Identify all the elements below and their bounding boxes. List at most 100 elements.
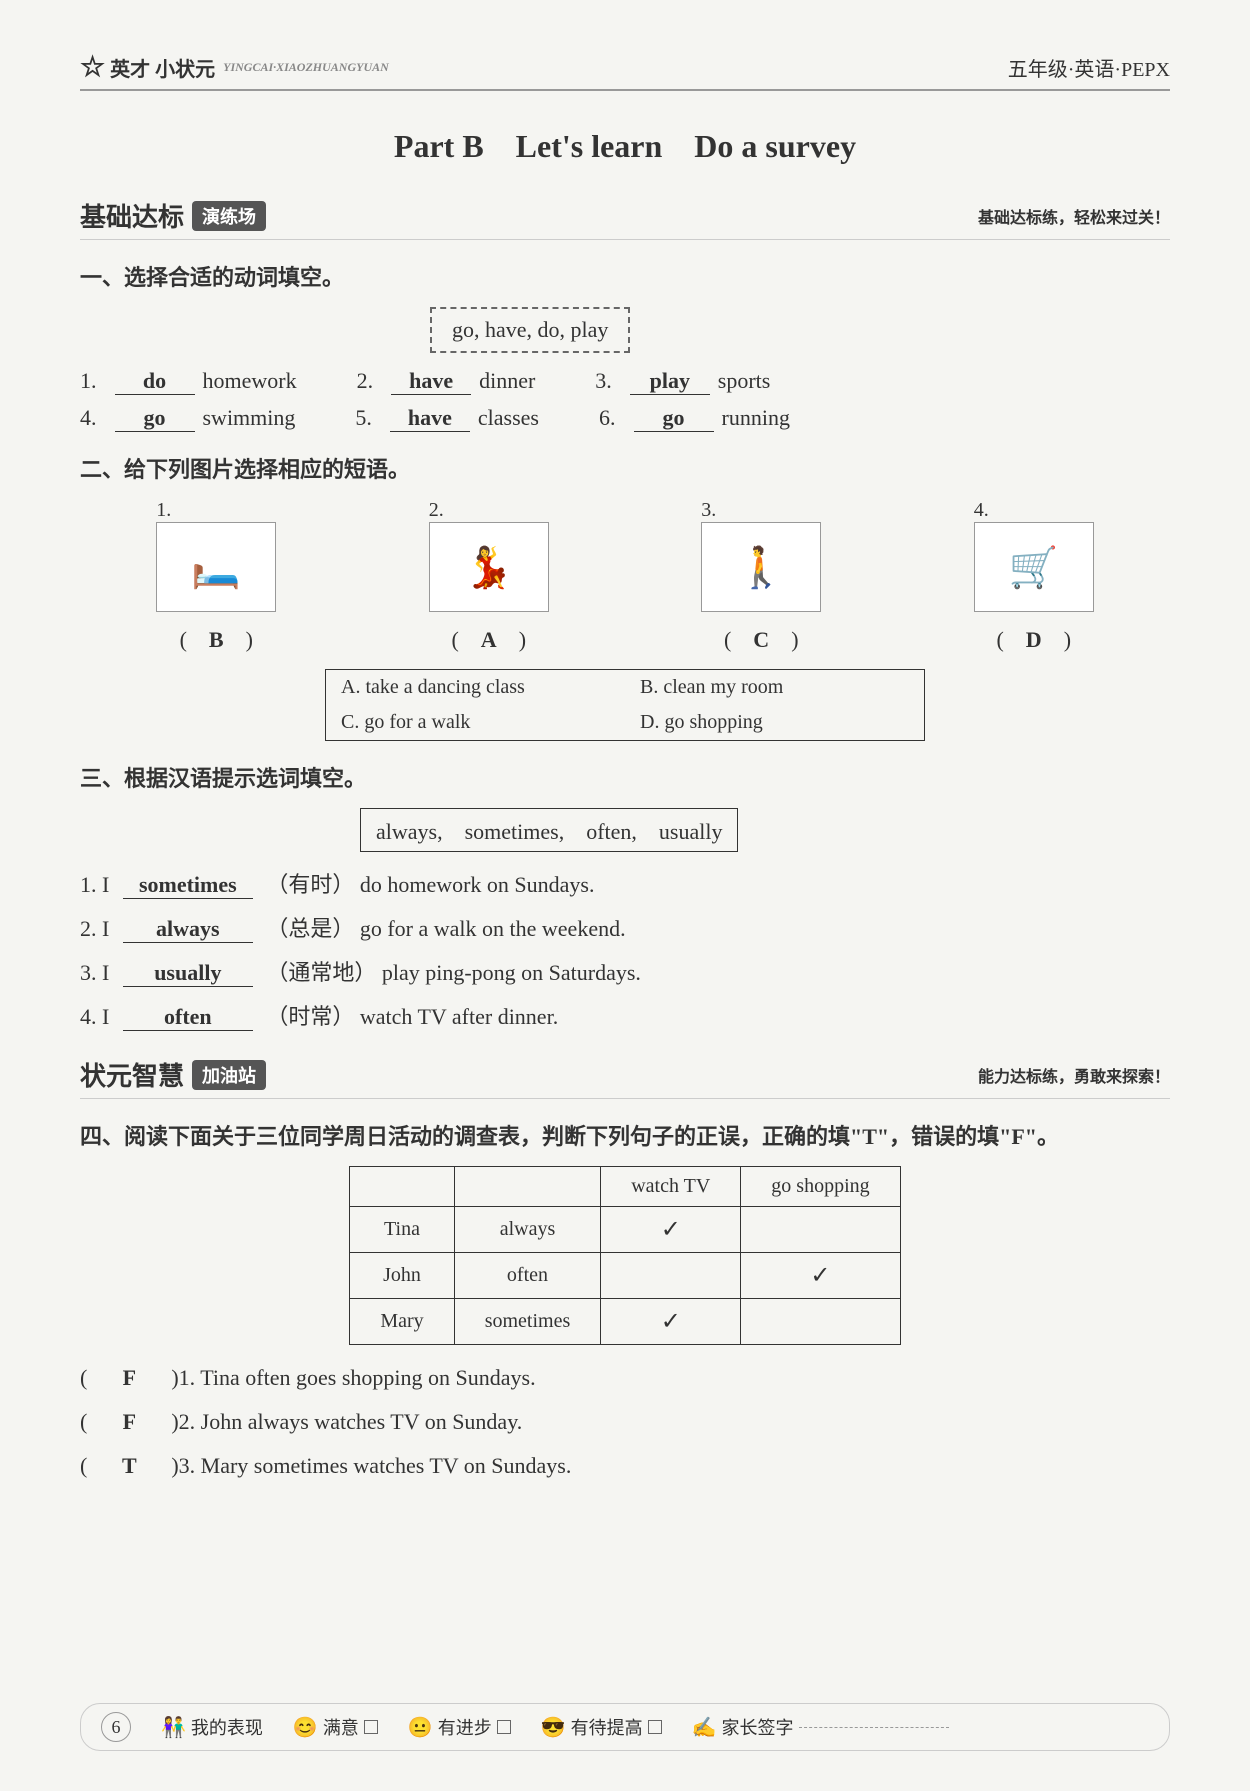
answer: A <box>481 627 497 652</box>
item-word: homework <box>203 368 297 394</box>
exercise3-title: 三、根据汉语提示选词填空。 <box>80 761 1170 793</box>
exercise3-item2: 2. I always （总是） go for a walk on the we… <box>80 911 1170 943</box>
exercise1-row1: 1. do homework 2. have dinner 3. play sp… <box>80 368 1170 395</box>
answer-paren: ( B ) <box>156 622 276 654</box>
section1-subtitle: 基础达标练，轻松来过关！ <box>978 204 1170 228</box>
check-cell: ✓ <box>601 1299 741 1345</box>
header-cell <box>454 1167 601 1207</box>
blank: go <box>115 405 195 432</box>
neutral-icon: 😐 <box>408 1715 433 1740</box>
item-num: 4. <box>80 405 97 431</box>
image-cell-4: 4. 🛒 ( D ) <box>974 499 1094 654</box>
image-cell-2: 2. 💃 ( A ) <box>429 499 549 654</box>
star-icon: ☆ <box>80 50 105 84</box>
tf-answer: T <box>109 1453 149 1479</box>
exercise3-item3: 3. I usually （通常地） play ping-pong on Sat… <box>80 955 1170 987</box>
section2-badge: 加油站 <box>192 1060 266 1090</box>
progress-option: 😐 有进步 <box>408 1714 511 1740</box>
image-placeholder: 🚶 <box>701 522 821 612</box>
image-num: 2. <box>429 499 549 522</box>
blank: often <box>123 1004 253 1031</box>
image-placeholder: 🛒 <box>974 522 1094 612</box>
section2-title-main: 状元智慧 <box>80 1056 184 1093</box>
blank: have <box>391 368 471 395</box>
glasses-icon: 😎 <box>541 1715 566 1740</box>
blank: usually <box>123 960 253 987</box>
checkbox[interactable] <box>648 1720 662 1734</box>
answer-paren: ( C ) <box>701 622 821 654</box>
freq-cell: often <box>454 1253 601 1299</box>
improve-option: 😎 有待提高 <box>541 1714 662 1740</box>
section1-title-main: 基础达标 <box>80 197 184 234</box>
people-icon: 👫 <box>161 1715 186 1740</box>
image-num: 1. <box>156 499 276 522</box>
item-word: sports <box>718 368 771 394</box>
answer: B <box>209 627 224 652</box>
smile-icon: 😊 <box>293 1715 318 1740</box>
brand-pinyin: YINGCAI·XIAOZHUANGYUAN <box>223 60 389 75</box>
exercise1-item2: 2. have dinner <box>357 368 536 395</box>
freq-cell: always <box>454 1207 601 1253</box>
check-cell <box>741 1299 900 1345</box>
blank: have <box>390 405 470 432</box>
exercise1-item5: 5. have classes <box>355 405 539 432</box>
item-num: 1. <box>80 368 97 394</box>
tf-answer: F <box>109 1409 149 1435</box>
image-placeholder: 💃 <box>429 522 549 612</box>
item-num: 6. <box>599 405 616 431</box>
exercise3-wordbank: always, sometimes, often, usually <box>360 808 738 852</box>
exercise3-item1: 1. I sometimes （有时） do homework on Sunda… <box>80 867 1170 899</box>
satisfied-option: 😊 满意 <box>293 1714 378 1740</box>
parent-sign: ✍️ 家长签字 <box>692 1714 949 1740</box>
item-word: swimming <box>203 405 296 431</box>
signature-line[interactable] <box>799 1727 949 1728</box>
brand-name: 英才 小状元 <box>110 53 215 82</box>
page-header: ☆ 英才 小状元 YINGCAI·XIAOZHUANGYUAN 五年级·英语·P… <box>80 50 1170 91</box>
item-num: 3. <box>595 368 612 394</box>
option-b: B. clean my room <box>625 670 924 705</box>
answer-paren: ( A ) <box>429 622 549 654</box>
image-placeholder: 🛏️ <box>156 522 276 612</box>
brand-area: ☆ 英才 小状元 YINGCAI·XIAOZHUANGYUAN <box>80 50 389 84</box>
exercise4-q3: ( T )3. Mary sometimes watches TV on Sun… <box>80 1448 1170 1480</box>
section1-header: 基础达标 演练场 基础达标练，轻松来过关！ <box>80 197 1170 240</box>
image-num: 3. <box>701 499 821 522</box>
exercise1-item4: 4. go swimming <box>80 405 295 432</box>
item-word: running <box>722 405 790 431</box>
header-cell <box>350 1167 454 1207</box>
check-cell <box>601 1253 741 1299</box>
name-cell: Mary <box>350 1299 454 1345</box>
tf-answer: F <box>109 1365 149 1391</box>
image-num: 4. <box>974 499 1094 522</box>
option-c: C. go for a walk <box>326 705 625 740</box>
exercise2-options: A. take a dancing class B. clean my room… <box>325 669 925 741</box>
exercise1-wordbank: go, have, do, play <box>430 307 630 353</box>
checkbox[interactable] <box>497 1720 511 1734</box>
blank: do <box>115 368 195 395</box>
answer: C <box>753 627 769 652</box>
page-number: 6 <box>101 1712 131 1742</box>
name-cell: John <box>350 1253 454 1299</box>
check-cell: ✓ <box>741 1253 900 1299</box>
exercise1-item6: 6. go running <box>599 405 790 432</box>
item-num: 5. <box>355 405 372 431</box>
item-word: classes <box>478 405 539 431</box>
blank: always <box>123 916 253 943</box>
checkbox[interactable] <box>364 1720 378 1734</box>
grade-info: 五年级·英语·PEPX <box>1008 53 1170 82</box>
page-footer: 6 👫 我的表现 😊 满意 😐 有进步 😎 有待提高 ✍️ 家长签字 <box>80 1703 1170 1751</box>
pen-icon: ✍️ <box>692 1715 717 1740</box>
my-performance: 👫 我的表现 <box>161 1714 263 1740</box>
survey-table: watch TV go shopping Tina always ✓ John … <box>349 1166 900 1345</box>
item-num: 2. <box>357 368 374 394</box>
section2-title: 状元智慧 加油站 <box>80 1056 266 1093</box>
header-cell: go shopping <box>741 1167 900 1207</box>
check-cell <box>741 1207 900 1253</box>
exercise2-title: 二、给下列图片选择相应的短语。 <box>80 452 1170 484</box>
answer: D <box>1026 627 1042 652</box>
answer-paren: ( D ) <box>974 622 1094 654</box>
exercise4-title: 四、阅读下面关于三位同学周日活动的调查表，判断下列句子的正误，正确的填"T"，错… <box>80 1119 1170 1151</box>
exercise1-row2: 4. go swimming 5. have classes 6. go run… <box>80 405 1170 432</box>
check-cell: ✓ <box>601 1207 741 1253</box>
exercise4-q2: ( F )2. John always watches TV on Sunday… <box>80 1404 1170 1436</box>
